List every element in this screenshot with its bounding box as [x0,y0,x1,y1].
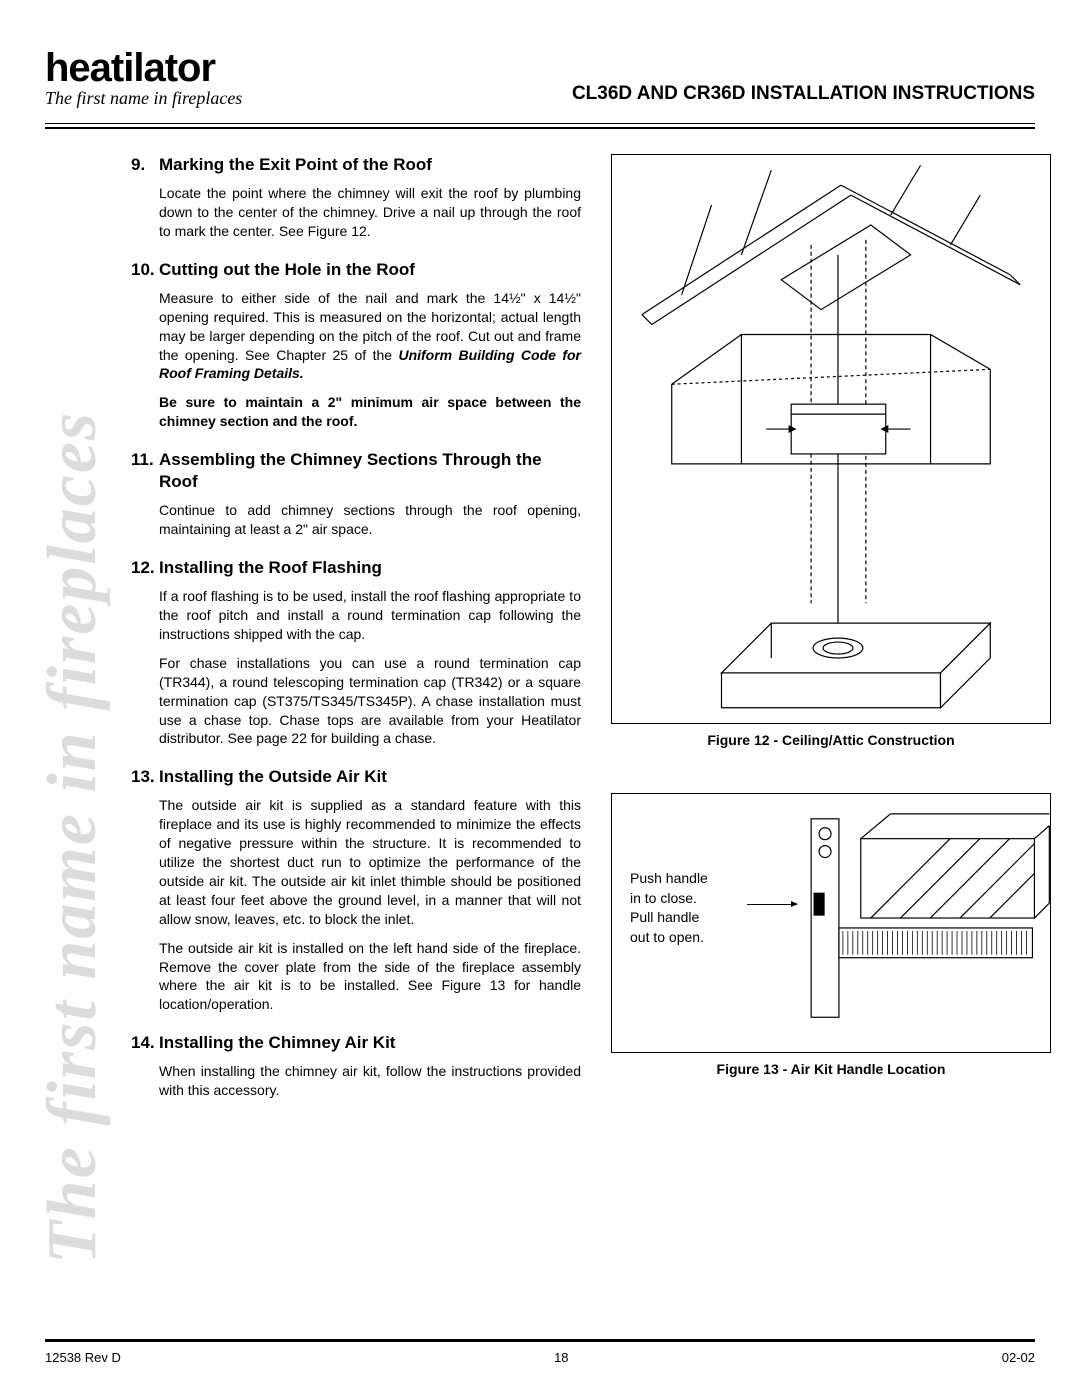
section-12: 12. Installing the Roof Flashing If a ro… [131,557,581,748]
figure-13-caption: Figure 13 - Air Kit Handle Location [611,1061,1051,1077]
section-heading: 13. Installing the Outside Air Kit [131,766,581,788]
logo-tagline: The first name in fireplaces [45,88,242,109]
label-line: Push handle [630,869,708,889]
section-title: Cutting out the Hole in the Roof [159,259,581,281]
paragraph: If a roof flashing is to be used, instal… [159,587,581,644]
page-footer: 12538 Rev D 18 02-02 [45,1350,1035,1365]
paragraph: The outside air kit is installed on the … [159,939,581,1015]
page-header: heatilator The first name in fireplaces … [45,50,1035,117]
figure-13-labels: Push handle in to close. Pull handle out… [630,869,708,947]
figure-12-caption: Figure 12 - Ceiling/Attic Construction [611,732,1051,748]
section-heading: 10. Cutting out the Hole in the Roof [131,259,581,281]
logo: heatilator The first name in fireplaces [45,50,242,109]
paragraph: Locate the point where the chimney will … [159,184,581,241]
section-14: 14. Installing the Chimney Air Kit When … [131,1032,581,1100]
section-title: Installing the Roof Flashing [159,557,581,579]
section-body: Locate the point where the chimney will … [159,184,581,241]
header-rule-thick [45,127,1035,129]
section-body: The outside air kit is supplied as a sta… [159,796,581,1014]
section-number: 14. [131,1032,159,1054]
ceiling-attic-diagram [612,155,1050,723]
document-title: CL36D AND CR36D INSTALLATION INSTRUCTION… [572,83,1035,109]
section-title: Assembling the Chimney Sections Through … [159,449,581,493]
content-area: The first name in fireplaces 9. Marking … [45,154,1035,1264]
section-title: Installing the Outside Air Kit [159,766,581,788]
section-number: 11. [131,449,159,493]
section-number: 12. [131,557,159,579]
label-line: out to open. [630,928,708,948]
section-heading: 9. Marking the Exit Point of the Roof [131,154,581,176]
footer-rule [45,1339,1035,1342]
section-title: Marking the Exit Point of the Roof [159,154,581,176]
footer-page-number: 18 [554,1350,568,1365]
section-heading: 12. Installing the Roof Flashing [131,557,581,579]
section-body: Continue to add chimney sections through… [159,501,581,539]
section-10: 10. Cutting out the Hole in the Roof Mea… [131,259,581,431]
paragraph: Continue to add chimney sections through… [159,501,581,539]
paragraph: When installing the chimney air kit, fol… [159,1062,581,1100]
section-11: 11. Assembling the Chimney Sections Thro… [131,449,581,539]
section-heading: 14. Installing the Chimney Air Kit [131,1032,581,1054]
figure-13: Push handle in to close. Pull handle out… [611,793,1051,1053]
section-heading: 11. Assembling the Chimney Sections Thro… [131,449,581,493]
right-column: Figure 12 - Ceiling/Attic Construction P… [611,154,1051,1264]
footer-date: 02-02 [1002,1350,1035,1365]
logo-wordmark: heatilator [45,50,242,86]
callout-arrow [747,904,797,905]
section-body: When installing the chimney air kit, fol… [159,1062,581,1100]
left-column: 9. Marking the Exit Point of the Roof Lo… [131,154,581,1264]
main-columns: 9. Marking the Exit Point of the Roof Lo… [131,154,1051,1264]
paragraph: The outside air kit is supplied as a sta… [159,796,581,928]
paragraph: Measure to either side of the nail and m… [159,289,581,383]
section-title: Installing the Chimney Air Kit [159,1032,581,1054]
footer-rev: 12538 Rev D [45,1350,121,1365]
section-body: Measure to either side of the nail and m… [159,289,581,431]
section-number: 10. [131,259,159,281]
label-line: Pull handle [630,908,708,928]
section-body: If a roof flashing is to be used, instal… [159,587,581,748]
section-13: 13. Installing the Outside Air Kit The o… [131,766,581,1014]
figure-12 [611,154,1051,724]
paragraph-bold: Be sure to maintain a 2" minimum air spa… [159,393,581,431]
header-rule-thin [45,123,1035,124]
section-number: 9. [131,154,159,176]
label-line: in to close. [630,889,708,909]
section-9: 9. Marking the Exit Point of the Roof Lo… [131,154,581,241]
section-number: 13. [131,766,159,788]
watermark-text: The first name in fireplaces [45,174,101,1264]
paragraph: For chase installations you can use a ro… [159,654,581,748]
